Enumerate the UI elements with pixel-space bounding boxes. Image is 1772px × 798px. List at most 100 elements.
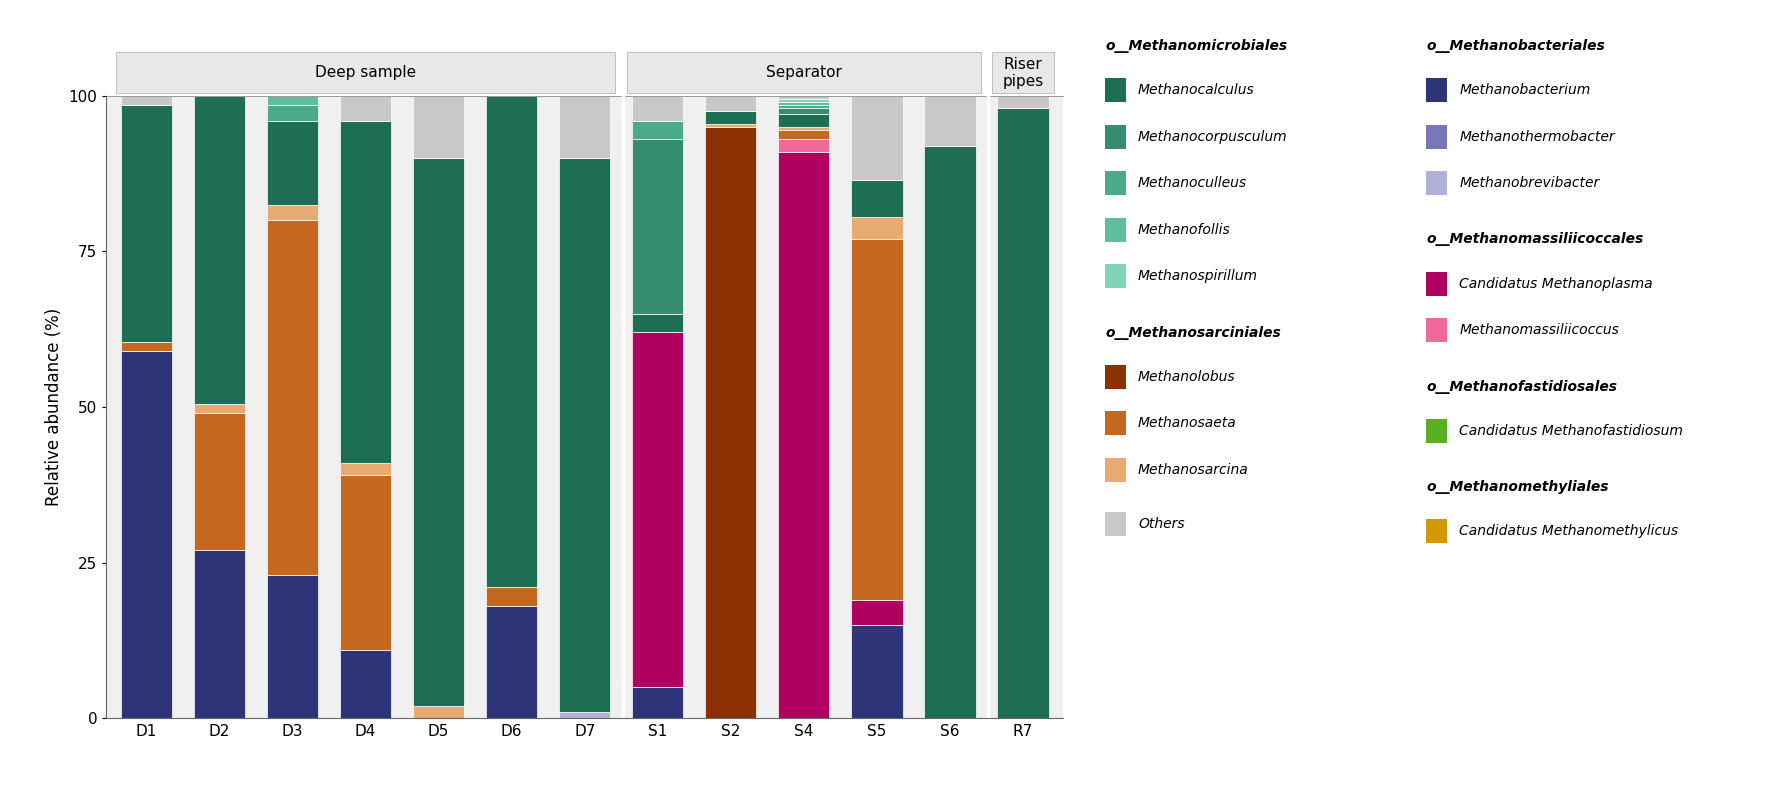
Bar — [851, 96, 902, 180]
Text: Methanospirillum: Methanospirillum — [1138, 269, 1258, 283]
Bar — [193, 404, 245, 413]
Bar — [193, 550, 245, 718]
Bar — [1426, 171, 1448, 195]
Bar — [633, 140, 684, 314]
Bar — [120, 351, 172, 718]
Text: Methanosaeta: Methanosaeta — [1138, 416, 1237, 430]
Bar — [778, 93, 829, 99]
Bar — [925, 145, 976, 718]
Bar — [1426, 271, 1448, 295]
Bar — [778, 152, 829, 718]
Bar — [851, 217, 902, 239]
Bar — [1106, 78, 1127, 102]
Bar — [778, 127, 829, 130]
Bar — [1426, 419, 1448, 443]
Bar — [1106, 171, 1127, 195]
Bar — [268, 120, 319, 204]
Text: Methanoculleus: Methanoculleus — [1138, 176, 1247, 190]
Text: Methanocorpusculum: Methanocorpusculum — [1138, 129, 1288, 144]
Bar — [1106, 264, 1127, 288]
Bar — [851, 239, 902, 600]
Y-axis label: Relative abundance (%): Relative abundance (%) — [44, 308, 62, 506]
Text: Candidatus Methanomethylicus: Candidatus Methanomethylicus — [1460, 524, 1678, 538]
Bar — [633, 314, 684, 332]
Bar — [413, 96, 464, 158]
Bar — [268, 105, 319, 120]
Bar — [268, 220, 319, 575]
Bar — [1106, 218, 1127, 242]
Bar — [413, 705, 464, 718]
Bar — [778, 114, 829, 127]
Bar — [1106, 411, 1127, 435]
Bar — [998, 96, 1049, 109]
Bar — [340, 463, 392, 476]
Bar — [1106, 512, 1127, 535]
Bar — [633, 96, 684, 120]
Bar — [1106, 365, 1127, 389]
Text: Riser
pipes: Riser pipes — [1003, 57, 1044, 89]
Bar — [705, 124, 757, 127]
Text: Methanosarcina: Methanosarcina — [1138, 463, 1249, 476]
Bar — [705, 127, 757, 718]
Text: o__Methanosarciniales: o__Methanosarciniales — [1106, 326, 1281, 339]
Bar — [120, 105, 172, 342]
Bar — [193, 96, 245, 404]
Text: Others: Others — [1138, 516, 1185, 531]
Text: Candidatus Methanofastidiosum: Candidatus Methanofastidiosum — [1460, 424, 1683, 437]
Bar — [340, 120, 392, 463]
Text: o__Methanomicrobiales: o__Methanomicrobiales — [1106, 39, 1286, 53]
Bar — [627, 52, 980, 93]
Bar — [1426, 78, 1448, 102]
Bar — [340, 650, 392, 718]
Bar — [268, 575, 319, 718]
Bar — [560, 96, 610, 158]
Bar — [778, 109, 829, 114]
Bar — [633, 332, 684, 687]
Bar — [992, 52, 1054, 93]
Bar — [633, 120, 684, 140]
Bar — [998, 109, 1049, 718]
Bar — [925, 96, 976, 145]
Text: Methanomassiliicoccus: Methanomassiliicoccus — [1460, 323, 1620, 337]
Bar — [486, 96, 537, 587]
Bar — [705, 96, 757, 111]
Bar — [560, 158, 610, 712]
Text: Methanobacterium: Methanobacterium — [1460, 83, 1591, 97]
Bar — [1106, 124, 1127, 148]
Bar — [1426, 124, 1448, 148]
Bar — [1426, 519, 1448, 543]
Bar — [778, 130, 829, 140]
Bar — [851, 600, 902, 625]
Text: Candidatus Methanoplasma: Candidatus Methanoplasma — [1460, 277, 1653, 290]
Bar — [633, 687, 684, 718]
Text: Methanobrevibacter: Methanobrevibacter — [1460, 176, 1600, 190]
Text: o__Methanofastidiosales: o__Methanofastidiosales — [1426, 380, 1618, 393]
Bar — [340, 476, 392, 650]
Bar — [120, 342, 172, 351]
Bar — [486, 606, 537, 718]
Text: Methanolobus: Methanolobus — [1138, 369, 1235, 384]
Text: Separator: Separator — [766, 65, 842, 81]
Text: o__Methanobacteriales: o__Methanobacteriales — [1426, 39, 1605, 53]
Text: Methanothermobacter: Methanothermobacter — [1460, 129, 1614, 144]
Bar — [851, 625, 902, 718]
Text: Methanocalculus: Methanocalculus — [1138, 83, 1255, 97]
Bar — [115, 52, 615, 93]
Bar — [120, 96, 172, 105]
Bar — [1426, 318, 1448, 342]
Bar — [486, 587, 537, 606]
Bar — [413, 158, 464, 705]
Bar — [340, 96, 392, 120]
Bar — [778, 99, 829, 102]
Text: Deep sample: Deep sample — [315, 65, 416, 81]
Bar — [1106, 457, 1127, 482]
Text: Methanofollis: Methanofollis — [1138, 223, 1232, 236]
Bar — [268, 204, 319, 220]
Bar — [705, 111, 757, 124]
Text: o__Methanomethyliales: o__Methanomethyliales — [1426, 480, 1609, 494]
Bar — [193, 413, 245, 550]
Bar — [778, 140, 829, 152]
Bar — [778, 102, 829, 105]
Bar — [851, 180, 902, 217]
Bar — [778, 105, 829, 109]
